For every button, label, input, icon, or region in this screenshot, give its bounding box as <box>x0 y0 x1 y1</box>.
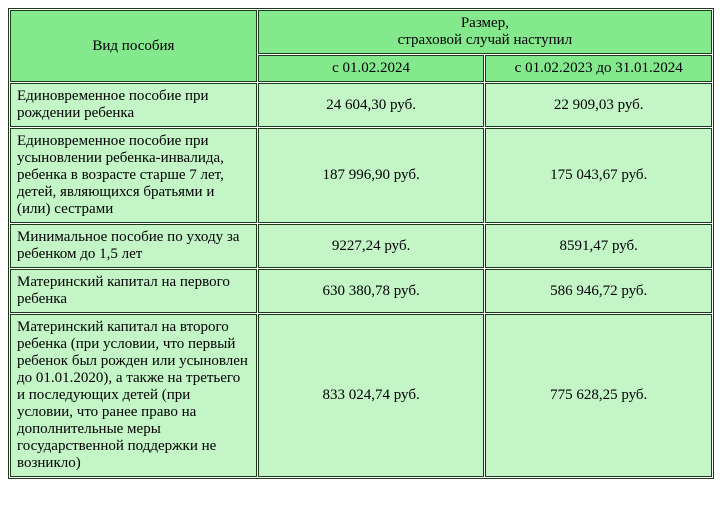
cell-type: Единовременное пособие при усыновлении р… <box>10 128 257 223</box>
header-type: Вид пособия <box>10 10 257 82</box>
table-row: Материнский капитал на первого ребенка63… <box>10 269 712 313</box>
header-amount-line1: Размер, <box>461 15 509 31</box>
cell-value-period2: 775 628,25 руб. <box>485 314 712 477</box>
benefits-table: Вид пособия Размер, страховой случай нас… <box>8 8 714 479</box>
table-row: Единовременное пособие при рождении ребе… <box>10 83 712 127</box>
cell-type: Единовременное пособие при рождении ребе… <box>10 83 257 127</box>
cell-value-period2: 8591,47 руб. <box>485 224 712 268</box>
header-type-label: Вид пособия <box>92 38 174 54</box>
header-period-1: с 01.02.2024 <box>258 55 485 82</box>
benefits-tbody: Единовременное пособие при рождении ребе… <box>10 83 712 477</box>
cell-type: Материнский капитал на первого ребенка <box>10 269 257 313</box>
cell-value-period1: 630 380,78 руб. <box>258 269 485 313</box>
cell-value-period2: 175 043,67 руб. <box>485 128 712 223</box>
cell-value-period2: 22 909,03 руб. <box>485 83 712 127</box>
cell-value-period1: 187 996,90 руб. <box>258 128 485 223</box>
cell-value-period1: 833 024,74 руб. <box>258 314 485 477</box>
table-row: Минимальное пособие по уходу за ребенком… <box>10 224 712 268</box>
table-row: Единовременное пособие при усыновлении р… <box>10 128 712 223</box>
cell-type: Минимальное пособие по уходу за ребенком… <box>10 224 257 268</box>
header-period-2: с 01.02.2023 до 31.01.2024 <box>485 55 712 82</box>
cell-type: Материнский капитал на второго ребенка (… <box>10 314 257 477</box>
cell-value-period2: 586 946,72 руб. <box>485 269 712 313</box>
cell-value-period1: 24 604,30 руб. <box>258 83 485 127</box>
table-row: Материнский капитал на второго ребенка (… <box>10 314 712 477</box>
cell-value-period1: 9227,24 руб. <box>258 224 485 268</box>
header-amount: Размер, страховой случай наступил <box>258 10 712 54</box>
header-amount-line2: страховой случай наступил <box>398 32 573 48</box>
